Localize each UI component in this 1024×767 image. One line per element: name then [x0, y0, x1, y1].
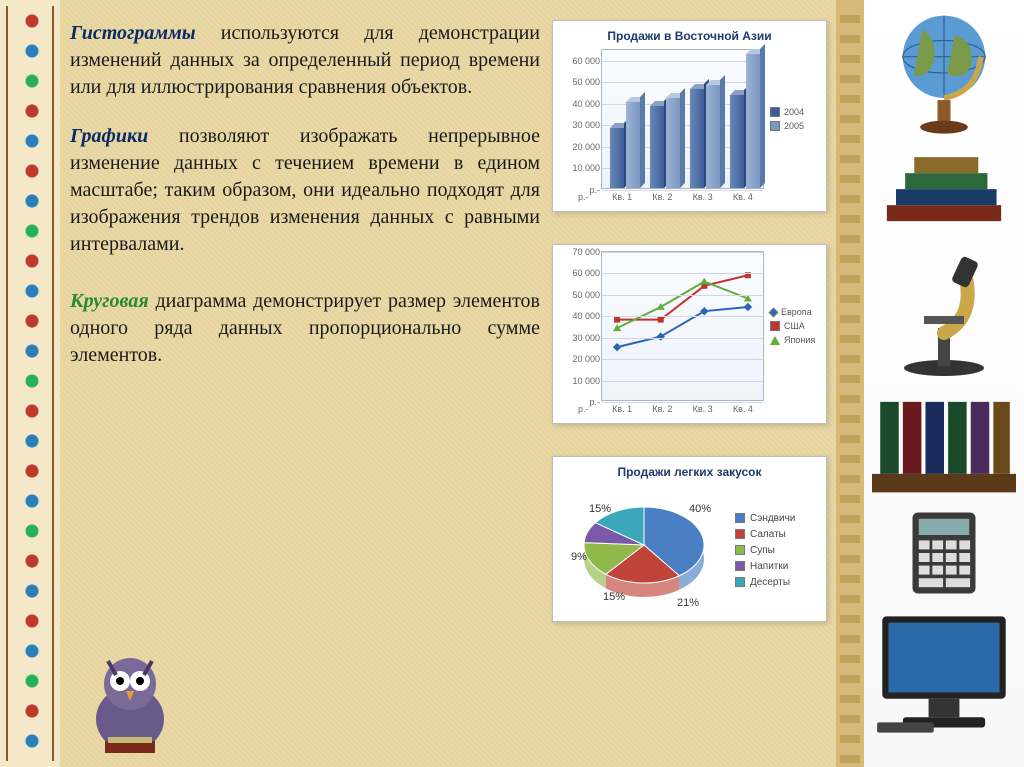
- legend-item: Десерты: [735, 577, 819, 588]
- book-stack-icon: [872, 148, 1016, 228]
- legend-item: Япония: [770, 335, 820, 345]
- pie-chart-card: Продажи легких закусок Сэндвичи Салаты Суп…: [552, 456, 827, 622]
- bar-ytick: 10 000: [560, 163, 600, 173]
- bar-chart-title: Продажи в Восточной Азии: [559, 29, 820, 43]
- line-ytick: 30 000: [560, 333, 600, 343]
- bar-xtick: Кв. 4: [733, 192, 753, 202]
- line-marker: [613, 343, 622, 351]
- line-ytick: р.-: [560, 397, 600, 407]
- legend-item: 2005: [770, 121, 820, 131]
- owl-icon: [70, 649, 190, 759]
- line-marker: [700, 278, 708, 285]
- bar-xtick: Кв. 3: [693, 192, 713, 202]
- histograms-keyword: Гистограммы: [70, 22, 196, 44]
- line-marker: [744, 303, 753, 311]
- line-ytick: 10 000: [560, 376, 600, 386]
- line-marker: [614, 317, 620, 323]
- line-xtick: Кв. 4: [733, 404, 753, 414]
- bar: [706, 85, 720, 188]
- legend-item: Напитки: [735, 561, 819, 572]
- bar-chart-legend: 2004 2005: [764, 49, 820, 189]
- bar-ytick: 30 000: [560, 120, 600, 130]
- legend-item: Салаты: [735, 529, 819, 540]
- legend-item: Европа: [770, 307, 820, 317]
- line-series: [617, 275, 748, 319]
- pie-slice-label: 21%: [677, 597, 699, 609]
- bar: [666, 98, 680, 188]
- pie-slice-label: 15%: [603, 591, 625, 603]
- bar: [746, 54, 760, 188]
- pie-slice-label: 9%: [571, 551, 587, 563]
- line-ytick: 40 000: [560, 311, 600, 321]
- bar-ytick: 50 000: [560, 77, 600, 87]
- line-chart-plot: Кв. 1Кв. 2Кв. 3Кв. 4 р.- р.-10 00020 000…: [601, 251, 764, 401]
- line-marker: [700, 307, 709, 315]
- bar: [626, 102, 640, 188]
- bar-ytick: р.-: [560, 185, 600, 195]
- pie-chart-title: Продажи легких закусок: [559, 465, 820, 479]
- clipart-column: [864, 0, 1024, 767]
- bar: [690, 89, 704, 188]
- legend-item: Супы: [735, 545, 819, 556]
- line-xtick: Кв. 3: [693, 404, 713, 414]
- line-marker: [656, 332, 665, 340]
- bar-xtick: Кв. 1: [612, 192, 632, 202]
- line-ytick: 60 000: [560, 268, 600, 278]
- line-marker: [658, 317, 664, 323]
- line-series: [617, 282, 748, 329]
- legend-item: США: [770, 321, 820, 331]
- pie-slice-label: 15%: [589, 503, 611, 515]
- pie-slice-label: 40%: [689, 503, 711, 515]
- line-xtick: Кв. 2: [652, 404, 672, 414]
- bar: [650, 106, 664, 188]
- bar-ytick: 40 000: [560, 99, 600, 109]
- bar: [730, 95, 744, 188]
- graphs-keyword: Графики: [70, 125, 148, 147]
- legend-item: Сэндвичи: [735, 513, 819, 524]
- line-chart-card: Кв. 1Кв. 2Кв. 3Кв. 4 р.- р.-10 00020 000…: [552, 244, 827, 424]
- line-ytick: 50 000: [560, 290, 600, 300]
- bar-ytick: 60 000: [560, 56, 600, 66]
- histogram-description: Гистограммы используются для демонстраци…: [70, 20, 540, 101]
- line-xtick: Кв. 1: [612, 404, 632, 414]
- pie-description: Круговая диаграмма демонстрирует размер …: [70, 288, 540, 369]
- left-ornament-border: [0, 0, 60, 767]
- bar-ytick: 20 000: [560, 142, 600, 152]
- pie-chart-legend: Сэндвичи Салаты Супы Напитки Десерты: [729, 485, 819, 615]
- line-series: [617, 307, 748, 347]
- line-chart-legend: Европа США Япония: [764, 251, 820, 401]
- pie-keyword: Круговая: [70, 290, 149, 312]
- bar-xtick: Кв. 2: [652, 192, 672, 202]
- calculator-icon: [872, 508, 1016, 598]
- microscope-icon: [872, 238, 1016, 378]
- graphs-description: Графики позволяют изображать непрерывное…: [70, 123, 540, 258]
- greek-key-border: [836, 0, 864, 767]
- bar: [610, 128, 624, 188]
- globe-icon: [872, 8, 1016, 138]
- bar-chart-plot: Кв. 1Кв. 2Кв. 3Кв. 4 р.- р.-10 00020 000…: [601, 49, 764, 189]
- line-ytick: 20 000: [560, 354, 600, 364]
- line-ytick: 70 000: [560, 247, 600, 257]
- bar-chart-card: Продажи в Восточной Азии Кв. 1Кв. 2Кв. 3…: [552, 20, 827, 212]
- computer-monitor-icon: [872, 608, 1016, 738]
- legend-item: 2004: [770, 107, 820, 117]
- bookshelf-icon: [872, 388, 1016, 498]
